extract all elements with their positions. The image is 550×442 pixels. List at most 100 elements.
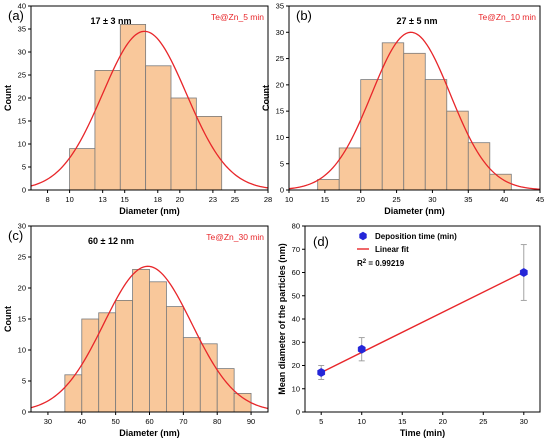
y-tick-label: 40 — [292, 315, 300, 324]
data-point — [317, 367, 326, 377]
y-tick-label: 0 — [22, 408, 26, 417]
histogram-bar — [170, 97, 197, 191]
x-tick-label: 15 — [321, 195, 329, 204]
legend-marker-hexagon — [359, 231, 367, 241]
y-tick-label: 10 — [292, 384, 300, 393]
gaussian-fit-curve — [30, 30, 269, 189]
x-tick-label: 40 — [78, 417, 86, 426]
x-tick-label: 23 — [209, 195, 217, 204]
histogram-bar — [94, 70, 121, 191]
r-squared-symbol: R — [357, 259, 363, 268]
y-tick-label: 20 — [18, 94, 26, 103]
histogram-bar — [182, 337, 201, 413]
x-tick-label: 18 — [154, 195, 162, 204]
size-annotation: 17 ± 3 nm — [91, 16, 132, 26]
histogram-bar — [403, 52, 426, 191]
y-tick-label: 35 — [276, 2, 284, 11]
y-tick-label: 5 — [22, 377, 26, 386]
histogram-bar — [69, 148, 96, 191]
x-tick-label: 20 — [357, 195, 365, 204]
gaussian-fit-curve — [30, 265, 269, 410]
x-tick-label: 15 — [398, 417, 406, 426]
y-tick-label: 50 — [292, 291, 300, 300]
y-tick-label: 60 — [292, 268, 300, 277]
x-tick-label: 35 — [464, 195, 472, 204]
x-tick-label: 10 — [358, 417, 366, 426]
x-tick-label: 30 — [520, 417, 528, 426]
histogram-bar — [115, 299, 133, 413]
x-tick-label: 15 — [121, 195, 129, 204]
x-tick-label: 13 — [98, 195, 106, 204]
panel-a-histogram: 8 10 13 15 18 20 23 25 28 0 5 10 15 20 25 30 35 40 Diamete… — [3, 2, 272, 216]
y-tick-label: 25 — [18, 253, 26, 262]
y-axis-label: Count — [261, 85, 271, 111]
panel-label: (d) — [313, 234, 329, 249]
y-axis-label: Count — [3, 306, 13, 332]
plot-frame — [304, 225, 541, 413]
histogram-bar — [145, 65, 172, 191]
y-tick-label: 80 — [292, 222, 300, 231]
histogram-bar — [166, 306, 184, 413]
r-squared-label: R2 = 0.99219 — [357, 259, 405, 268]
histogram-bar — [195, 116, 223, 191]
x-tick-label: 10 — [285, 195, 293, 204]
x-axis-label: Diameter (nm) — [119, 206, 180, 216]
y-tick-label: 0 — [280, 186, 284, 195]
histogram-bar — [360, 79, 383, 191]
y-tick-label: 40 — [18, 2, 26, 11]
histogram-bar — [199, 343, 218, 413]
x-tick-label: 20 — [439, 417, 447, 426]
x-axis-label: Diameter (nm) — [384, 206, 445, 216]
y-tick-label: 30 — [276, 28, 284, 37]
y-tick-label: 5 — [280, 159, 284, 168]
y-tick-label: 25 — [276, 54, 284, 63]
y-tick-label: 15 — [276, 107, 284, 116]
y-tick-label: 35 — [18, 25, 26, 34]
sample-tag: Te@Zn_30 min — [206, 232, 264, 242]
histogram-bar — [81, 318, 100, 413]
y-tick-label: 15 — [18, 117, 26, 126]
panel-label: (c) — [8, 228, 23, 243]
x-axis-label: Time (min) — [400, 428, 445, 438]
x-tick-label: 90 — [247, 417, 255, 426]
x-tick-label: 28 — [264, 195, 272, 204]
y-tick-label: 10 — [18, 140, 26, 149]
y-tick-label: 25 — [18, 71, 26, 80]
data-point — [519, 268, 528, 277]
y-axis-label: Mean diameter of the particles (nm) — [277, 243, 287, 395]
y-tick-label: 30 — [18, 48, 26, 57]
x-axis-label: Diameter (nm) — [119, 428, 180, 438]
histogram-bar — [233, 392, 252, 413]
r-squared-superscript: 2 — [363, 259, 367, 265]
y-tick-label: 15 — [18, 315, 26, 324]
legend-label: Linear fit — [375, 245, 409, 254]
size-annotation: 60 ± 12 nm — [88, 236, 134, 246]
x-tick-label: 50 — [111, 417, 119, 426]
histogram-bar — [216, 368, 235, 413]
histogram-bar — [317, 179, 340, 191]
x-tick-label: 30 — [44, 417, 52, 426]
gaussian-fit-curve — [288, 31, 541, 190]
histogram-bar — [467, 142, 491, 191]
histogram-bar — [424, 79, 448, 191]
r-squared-value: = 0.99219 — [366, 259, 405, 268]
y-tick-label: 10 — [18, 346, 26, 355]
histogram-bar — [119, 23, 147, 191]
histogram-bar — [381, 42, 405, 191]
histogram-bar — [132, 268, 150, 413]
x-tick-label: 25 — [479, 417, 487, 426]
panel-label: (b) — [296, 8, 312, 23]
sample-tag: Te@Zn_5 min — [211, 12, 264, 22]
panel-c-histogram: 30 40 50 60 70 80 90 0 5 10 15 20 25 30 Diameter (nm) C… — [3, 222, 269, 438]
x-tick-label: 80 — [213, 417, 221, 426]
x-tick-label: 25 — [231, 195, 239, 204]
x-tick-label: 8 — [45, 195, 49, 204]
x-tick-label: 60 — [145, 417, 153, 426]
y-tick-label: 20 — [292, 361, 300, 370]
y-tick-label: 10 — [276, 133, 284, 142]
x-tick-label: 10 — [65, 195, 73, 204]
x-tick-label: 70 — [179, 417, 187, 426]
panel-label: (a) — [8, 8, 24, 23]
legend-label: Deposition time (min) — [375, 232, 457, 241]
